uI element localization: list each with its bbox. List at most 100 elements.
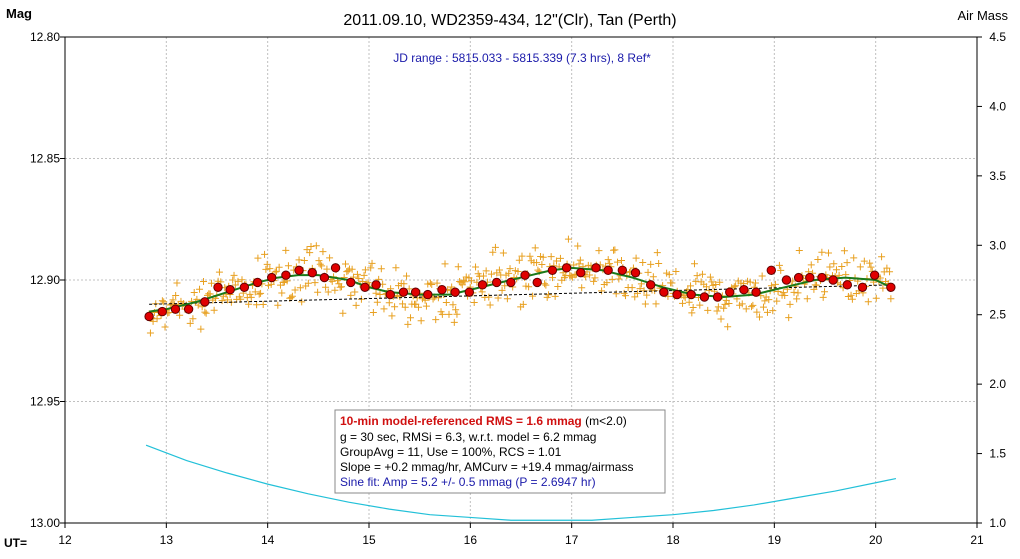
stats-title-suffix: (m<2.0) [582, 414, 627, 428]
raw-point [886, 268, 894, 276]
raw-point [538, 261, 546, 269]
y2-tick-label: 4.5 [989, 30, 1006, 44]
raw-point [556, 254, 564, 262]
raw-point [653, 249, 661, 257]
raw-point [404, 320, 412, 328]
raw-point [591, 274, 599, 282]
average-point [294, 265, 304, 275]
raw-point [257, 289, 265, 297]
raw-point [314, 288, 322, 296]
raw-point [259, 300, 267, 308]
raw-point [201, 308, 209, 316]
raw-point [655, 260, 663, 268]
raw-point [644, 268, 652, 276]
average-point [699, 292, 710, 302]
stats-box: 10-min model-referenced RMS = 1.6 mmag (… [334, 409, 666, 494]
raw-point [732, 282, 740, 290]
raw-point [749, 301, 757, 309]
average-point [183, 304, 194, 314]
y2-tick-label: 4.0 [989, 99, 1006, 113]
raw-point [826, 263, 834, 271]
raw-point [515, 256, 523, 264]
y2-tick-label: 2.5 [989, 308, 1006, 322]
x-tick-label: 19 [768, 533, 782, 547]
raw-point [278, 289, 286, 297]
raw-point [262, 265, 270, 273]
raw-point [197, 325, 205, 333]
raw-point [206, 290, 214, 298]
raw-point [341, 260, 349, 268]
stats-line-2: GroupAvg = 11, Use = 100%, RCS = 1.01 [340, 445, 562, 459]
raw-point [598, 287, 606, 295]
raw-point [352, 301, 360, 309]
raw-point [746, 278, 754, 286]
raw-point [681, 294, 689, 302]
raw-point [284, 262, 292, 270]
average-point [591, 263, 601, 273]
raw-point [499, 249, 507, 257]
raw-point [453, 310, 461, 318]
raw-point [158, 297, 166, 305]
raw-point [795, 247, 803, 255]
raw-point [628, 284, 636, 292]
average-point [630, 268, 641, 278]
raw-point [617, 256, 625, 264]
raw-point [238, 276, 246, 284]
raw-point [494, 294, 502, 302]
raw-point [196, 285, 204, 293]
average-point [886, 282, 896, 292]
raw-point [372, 289, 380, 297]
raw-point [266, 265, 274, 273]
raw-point [392, 264, 400, 272]
raw-point [794, 289, 802, 297]
chart-title: 2011.09.10, WD2359-434, 12"(Clr), Tan (P… [343, 12, 676, 29]
raw-point [400, 280, 408, 288]
raw-point [529, 292, 537, 300]
raw-point [468, 277, 476, 285]
raw-point [705, 286, 713, 294]
raw-point [315, 257, 323, 265]
raw-point [775, 261, 783, 269]
y-tick-label: 12.90 [30, 273, 60, 287]
raw-point [261, 250, 269, 258]
raw-point [485, 293, 493, 301]
raw-point [765, 296, 773, 304]
raw-point [272, 267, 280, 275]
raw-point [883, 264, 891, 272]
average-point [781, 275, 792, 285]
average-point [239, 282, 250, 292]
raw-point [611, 246, 619, 254]
raw-point [595, 247, 603, 255]
average-point [267, 272, 277, 283]
raw-point [251, 288, 259, 296]
raw-point [713, 307, 721, 315]
y2-tick-label: 3.0 [989, 238, 1006, 252]
raw-point [838, 263, 846, 271]
raw-point [367, 264, 375, 272]
x-tick-label: 15 [362, 533, 376, 547]
trend-line [149, 284, 891, 305]
raw-point [603, 279, 611, 287]
stats-line-3: Slope = +0.2 mmag/hr, AMCurv = +19.4 mma… [340, 460, 633, 474]
raw-point [781, 291, 789, 299]
raw-point [721, 300, 729, 308]
raw-point [542, 281, 550, 289]
raw-point [323, 265, 331, 273]
raw-point [818, 248, 826, 256]
x-axis-label: UT= [4, 536, 27, 550]
average-point [213, 282, 223, 292]
average-point [398, 287, 409, 297]
raw-point [518, 252, 526, 260]
raw-point [253, 301, 261, 309]
raw-point [338, 283, 346, 291]
average-point [410, 287, 421, 297]
average-point [793, 272, 804, 283]
raw-point [296, 284, 304, 292]
raw-point [633, 289, 641, 297]
raw-point [725, 300, 733, 308]
y-tick-label: 12.95 [30, 395, 60, 409]
raw-point [545, 291, 553, 299]
average-point [686, 289, 696, 300]
raw-point [679, 299, 687, 307]
raw-point [761, 297, 769, 305]
